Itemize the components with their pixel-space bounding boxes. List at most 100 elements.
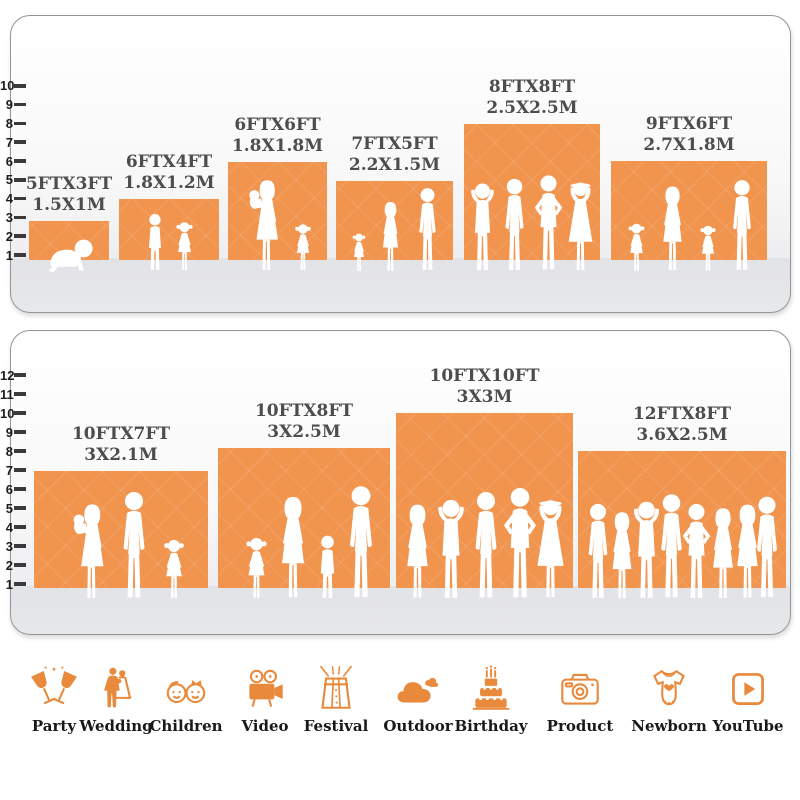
ruler-number: 6 — [5, 153, 13, 169]
ruler-tick — [14, 487, 26, 491]
ruler-mark-5: 5 — [0, 499, 26, 517]
person-silhouette — [164, 539, 184, 598]
person-silhouette — [349, 486, 373, 598]
person-silhouette — [149, 214, 161, 270]
person-silhouette — [713, 508, 733, 599]
ruler-mark-1: 1 — [0, 246, 26, 264]
ruler-number: 7 — [5, 134, 13, 150]
silhouette-group — [588, 494, 777, 599]
ruler-number: 3 — [5, 538, 13, 554]
person-silhouette — [503, 488, 537, 598]
ruler-mark-4: 4 — [0, 518, 26, 536]
ruler-mark-1: 1 — [0, 575, 26, 593]
photo-camera-icon — [561, 673, 599, 705]
person-silhouette — [682, 503, 711, 598]
ruler-number: 2 — [5, 557, 13, 573]
ruler-mark-2: 2 — [0, 227, 26, 245]
backdrop-size-label: 6FTX6FT 1.8X1.8M — [231, 115, 324, 156]
ruler-number: 10 — [0, 78, 15, 94]
ruler-mark-7: 7 — [0, 461, 26, 479]
ruler-tick — [14, 102, 26, 107]
category-label: Product — [546, 717, 614, 735]
category-children: Children — [146, 664, 226, 735]
ruler-mark-6: 6 — [0, 480, 26, 498]
backdrop-size-label: 12FTX8FT 3.6X2.5M — [632, 404, 732, 445]
silhouette-group — [149, 214, 193, 270]
category-youtube: YouTube — [708, 664, 788, 735]
ruler-number: 6 — [5, 481, 13, 497]
person-silhouette — [737, 504, 758, 598]
backdrop-size-label: 7FTX5FT 2.2X1.5M — [348, 134, 441, 175]
category-label: Wedding — [79, 717, 153, 735]
person-silhouette — [588, 503, 608, 598]
silhouette-group — [628, 180, 751, 271]
ruler-number: 10 — [0, 405, 15, 421]
person-silhouette — [48, 239, 93, 273]
silhouette-group — [471, 175, 593, 271]
person-silhouette — [505, 178, 524, 270]
category-label: Outdoor — [383, 717, 453, 735]
backdrop-size-label: 10FTX7FT 3X2.1M — [71, 424, 171, 465]
ruler-number: 4 — [5, 191, 13, 207]
person-silhouette — [407, 504, 428, 598]
category-party: Party — [14, 664, 94, 735]
baby-onesie-icon — [653, 670, 685, 706]
ruler-tick — [14, 430, 26, 434]
ruler-number: 12 — [0, 367, 15, 383]
category-label: Newborn — [631, 717, 707, 735]
ruler-mark-11: 11 — [0, 385, 26, 403]
category-label: Birthday — [454, 717, 528, 735]
backdrop-12x8: 12FTX8FT 3.6X2.5M — [578, 404, 786, 599]
ruler-tick — [14, 506, 26, 510]
backdrop-size-label: 8FTX8FT 2.5X2.5M — [486, 77, 578, 118]
play-button-icon — [732, 673, 764, 705]
person-silhouette — [73, 504, 104, 598]
ruler-number: 9 — [5, 424, 13, 440]
category-birthday: Birthday — [451, 664, 531, 735]
backdrop-size-label: 6FTX4FT 1.8X1.2M — [123, 152, 215, 193]
ruler-tick — [14, 468, 26, 472]
person-silhouette — [419, 188, 436, 270]
ruler-number: 1 — [5, 576, 13, 592]
category-festival: Festival — [296, 664, 376, 735]
silhouette-group — [352, 188, 436, 271]
category-newborn: Newborn — [629, 664, 709, 735]
ruler-mark-5: 5 — [0, 171, 26, 189]
category-label: Children — [149, 717, 223, 735]
person-silhouette — [663, 186, 682, 270]
wedding-couple-icon — [104, 667, 132, 708]
silhouette-group — [249, 180, 311, 271]
clouds-icon — [397, 677, 439, 703]
ruler-number: 1 — [5, 247, 13, 263]
ruler-number: 9 — [5, 97, 13, 113]
backdrop-8x8: 8FTX8FT 2.5X2.5M — [464, 77, 600, 271]
ruler-number: 4 — [5, 519, 13, 535]
ruler-mark-7: 7 — [0, 133, 26, 151]
backdrop-7x5: 7FTX5FT 2.2X1.5M — [336, 134, 453, 271]
ruler-mark-12: 12 — [0, 366, 26, 384]
silhouette-group — [407, 488, 564, 598]
person-silhouette — [733, 180, 751, 270]
backdrop-10x8: 10FTX8FT 3X2.5M — [218, 401, 390, 598]
category-label: Party — [31, 717, 77, 735]
ruler-tick — [14, 159, 26, 163]
category-outdoor: Outdoor — [378, 664, 458, 735]
category-label: Video — [241, 717, 289, 735]
category-video: Video — [225, 664, 305, 735]
person-silhouette — [534, 175, 563, 270]
person-silhouette — [475, 492, 497, 598]
person-silhouette — [471, 183, 494, 271]
person-silhouette — [628, 223, 645, 271]
ruler-mark-2: 2 — [0, 556, 26, 574]
ruler-tick — [14, 234, 26, 238]
ruler-tick — [14, 178, 26, 182]
person-silhouette — [700, 225, 716, 271]
person-silhouette — [537, 500, 564, 598]
ruler-tick — [14, 411, 26, 415]
ruler-number: 2 — [5, 228, 13, 244]
ruler-mark-10: 10 — [0, 404, 26, 422]
silhouette-group — [73, 492, 184, 598]
backdrop-5x3: 5FTX3FT 1.5X1M — [26, 174, 112, 273]
ruler-tick — [14, 140, 26, 144]
person-silhouette — [123, 492, 145, 598]
